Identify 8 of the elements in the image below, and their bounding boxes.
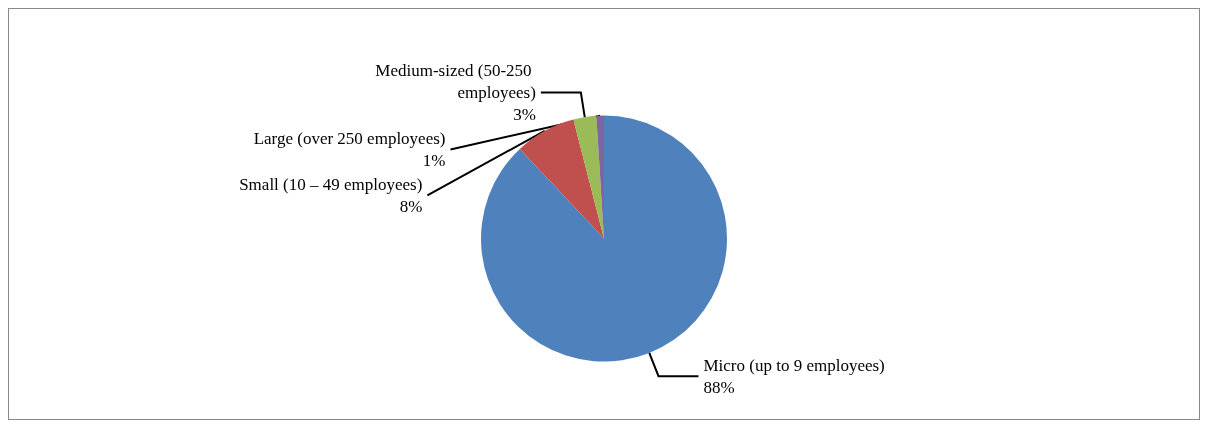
slice-label: Medium-sized (50-250 employees)	[375, 60, 536, 102]
data-label: 8%	[399, 196, 423, 216]
slice-label: Large (over 250 employees)	[253, 128, 446, 148]
slice-label: Micro (up to 9 employees)	[703, 355, 885, 375]
data-label: 1%	[422, 150, 446, 170]
data-label: 88%	[703, 377, 735, 397]
data-label: 3%	[513, 104, 536, 124]
slice-label: Small (10 – 49 employees)	[239, 174, 423, 194]
